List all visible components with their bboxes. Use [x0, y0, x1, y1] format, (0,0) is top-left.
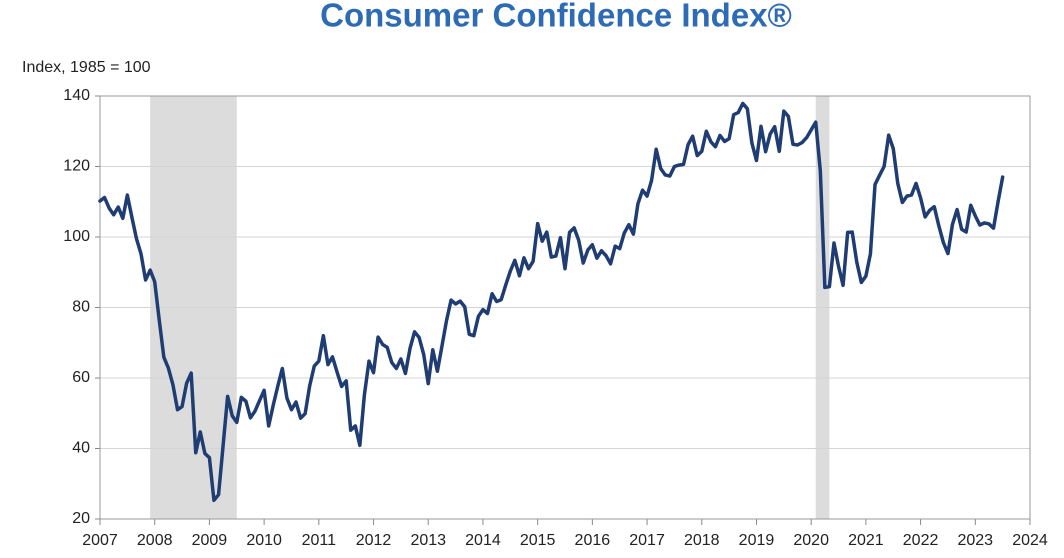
x-tick-label: 2008	[137, 532, 173, 549]
y-tick-label: 20	[72, 510, 90, 527]
x-tick-label: 2024	[1012, 532, 1048, 549]
x-tick-label: 2018	[684, 532, 720, 549]
y-tick-label: 140	[63, 87, 90, 104]
x-tick-label: 2021	[848, 532, 884, 549]
plot-border	[99, 95, 1031, 520]
x-tick-label: 2023	[957, 532, 993, 549]
y-tick-label: 100	[63, 228, 90, 245]
x-tick-label: 2011	[302, 532, 337, 549]
x-tick-label: 2020	[793, 532, 829, 549]
x-tick-label: 2013	[410, 532, 446, 549]
x-tick-label: 2010	[246, 532, 282, 549]
x-tick-label: 2017	[629, 532, 665, 549]
x-tick-label: 2022	[903, 532, 939, 549]
x-tick-label: 2016	[575, 532, 611, 549]
x-tick-label: 2019	[739, 532, 775, 549]
y-tick-label: 80	[72, 299, 90, 316]
x-tick-label: 2009	[192, 532, 228, 549]
x-tick-label: 2014	[465, 532, 501, 549]
x-tick-label: 2015	[520, 532, 556, 549]
y-tick-label: 120	[63, 158, 90, 175]
data-line	[98, 101, 1005, 503]
y-tick-label: 40	[72, 440, 90, 457]
y-axis-label: Index, 1985 = 100	[22, 59, 151, 76]
x-tick-label: 2007	[82, 532, 118, 549]
chart-title: Consumer Confidence Index®	[320, 0, 792, 34]
x-tick-label: 2012	[356, 532, 392, 549]
y-tick-label: 60	[72, 369, 90, 386]
